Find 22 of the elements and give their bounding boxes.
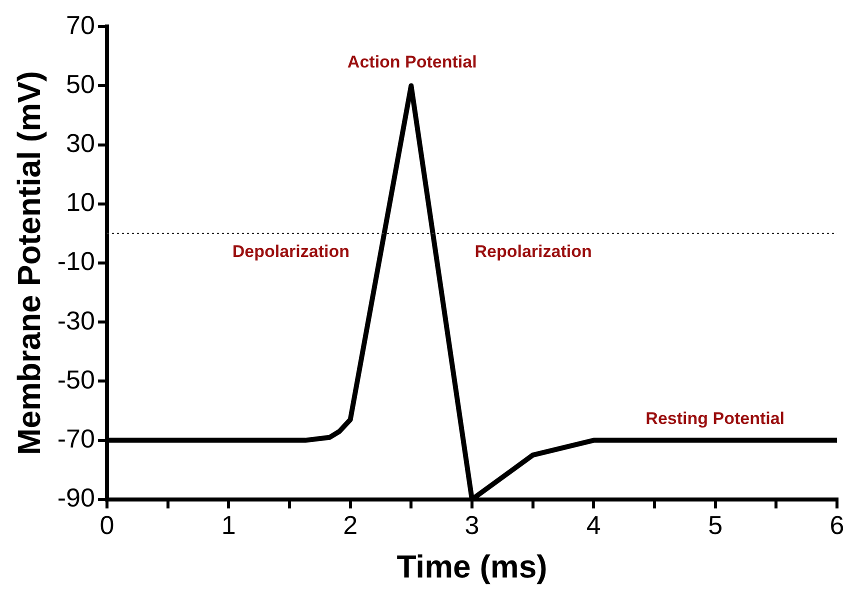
y-tick-label: -50 bbox=[57, 364, 95, 394]
y-tick-label: -90 bbox=[57, 482, 95, 513]
x-tick-label: 1 bbox=[221, 510, 236, 540]
y-tick-label: 30 bbox=[66, 128, 95, 158]
y-tick-label: -30 bbox=[57, 305, 95, 336]
y-tick-label: 70 bbox=[66, 10, 95, 40]
x-tick-label: 5 bbox=[708, 510, 723, 540]
x-tick-label: 6 bbox=[830, 510, 844, 540]
x-tick-label: 4 bbox=[586, 510, 601, 540]
annotation: Resting Potential bbox=[646, 409, 785, 428]
y-axis-title: Membrane Potential (mV) bbox=[11, 70, 48, 456]
x-tick-label: 0 bbox=[100, 510, 114, 540]
annotation: Repolarization bbox=[474, 242, 592, 261]
y-tick-label: 10 bbox=[66, 187, 95, 218]
x-axis-title: Time (ms) bbox=[396, 548, 548, 585]
y-tick-label: -70 bbox=[57, 423, 95, 454]
annotation: Action Potential bbox=[347, 52, 477, 72]
x-tick-label: 2 bbox=[343, 510, 358, 540]
y-tick-label: -10 bbox=[57, 246, 95, 276]
x-tick-label: 3 bbox=[464, 510, 480, 540]
y-tick-label: 50 bbox=[66, 68, 95, 99]
annotation: Depolarization bbox=[232, 242, 350, 261]
